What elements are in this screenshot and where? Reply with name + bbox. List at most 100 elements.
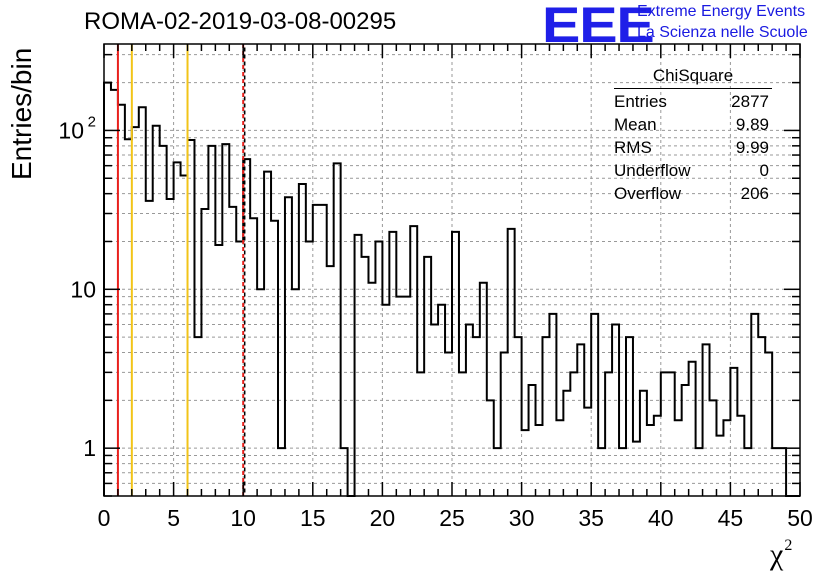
y-axis-label: Entries/bin: [6, 47, 37, 180]
stats-row-mean: Mean 9.89: [614, 113, 778, 136]
histogram-bin: [194, 337, 201, 496]
histogram-bin: [619, 448, 626, 496]
stats-value: 206: [740, 184, 769, 203]
histogram-bin: [236, 241, 243, 496]
x-axis-label: χ2: [770, 537, 792, 572]
histogram-bin: [626, 337, 633, 496]
histogram-bin: [188, 140, 195, 496]
histogram-bin: [160, 146, 167, 496]
histogram-bin: [556, 420, 563, 496]
histogram-bin: [633, 442, 640, 496]
stats-label: Underflow: [614, 161, 691, 180]
histogram-bin: [675, 420, 682, 496]
histogram-bin: [647, 425, 654, 496]
histogram-bin: [480, 283, 487, 496]
histogram-bin: [264, 172, 271, 496]
stats-label: RMS: [614, 138, 652, 157]
histogram-bin: [111, 90, 118, 496]
y-tick-label: 10: [58, 117, 84, 143]
histogram-bin: [765, 353, 772, 496]
histogram-bin: [215, 245, 222, 496]
histogram-bin: [118, 105, 125, 496]
y-tick-label: 10: [70, 276, 96, 302]
histogram-bin: [584, 408, 591, 496]
histogram-bin: [167, 199, 174, 496]
histogram-bin: [501, 353, 508, 496]
stats-label: Entries: [614, 92, 667, 111]
histogram-bin: [139, 107, 146, 496]
stats-row-entries: Entries 2877: [614, 90, 778, 113]
histogram-bin: [563, 391, 570, 496]
histogram-bin: [612, 325, 619, 496]
histogram-bin: [424, 257, 431, 496]
histogram-bin: [201, 209, 208, 496]
logo-line-1: Extreme Energy Events: [637, 3, 806, 20]
stats-label: Mean: [614, 115, 657, 134]
chart-title: ROMA-02-2019-03-08-00295: [84, 8, 397, 35]
histogram-bin: [313, 205, 320, 496]
histogram-bin: [716, 436, 723, 496]
x-tick-label: 15: [300, 505, 326, 531]
logo-line-2: La Scienza nelle Scuole: [637, 24, 808, 41]
histogram-bin: [181, 176, 188, 496]
axis-ticks: [103, 44, 801, 497]
stats-value: 2877: [731, 92, 769, 111]
eee-logo: EEE: [542, 0, 655, 53]
histogram-bin: [605, 372, 612, 496]
histogram-bin: [174, 162, 181, 496]
histogram-bin: [431, 325, 438, 496]
histogram-bin: [368, 283, 375, 496]
histogram-bin: [536, 425, 543, 496]
histogram-bin: [146, 201, 153, 496]
x-tick-label: 20: [370, 505, 396, 531]
histogram-series: [103, 81, 800, 497]
histogram-bin: [362, 257, 369, 496]
histogram-bin: [668, 372, 675, 496]
histogram-bin: [153, 126, 160, 496]
histogram-bin: [542, 337, 549, 496]
histogram-bin: [654, 416, 661, 496]
histogram-bin: [723, 420, 730, 496]
stats-value: 9.89: [735, 115, 769, 134]
histogram-step-line: [103, 81, 800, 497]
y-tick-label: 1: [83, 435, 96, 461]
histogram-bin: [396, 297, 403, 496]
x-tick-label: 50: [787, 505, 813, 531]
histogram-bin: [730, 368, 737, 496]
stats-row-underflow: Underflow 0: [614, 159, 778, 182]
histogram-bin: [779, 448, 786, 496]
histogram-bin: [487, 400, 494, 496]
histogram-bin: [696, 448, 703, 496]
histogram-bin: [257, 289, 264, 496]
histogram-bin: [640, 391, 647, 496]
histogram-bin: [445, 353, 452, 496]
histogram-bin: [473, 337, 480, 496]
histogram-bin: [577, 344, 584, 496]
histogram-bin: [549, 314, 556, 496]
histogram-bin: [403, 297, 410, 496]
histogram-bin: [452, 232, 459, 496]
x-axis-label-base: χ: [770, 538, 784, 571]
histogram-bin: [389, 232, 396, 496]
histogram-bin: [132, 127, 139, 496]
stats-value: 0: [759, 161, 769, 180]
x-tick-label: 35: [578, 505, 604, 531]
histogram-bin: [772, 448, 779, 496]
histogram-bin: [125, 139, 132, 496]
histogram-bin: [703, 344, 710, 496]
histogram-bin: [375, 241, 382, 496]
histogram-bin: [758, 337, 765, 496]
histogram-bin: [417, 372, 424, 496]
histogram-bin: [744, 448, 751, 496]
histogram-bin: [292, 289, 299, 496]
histogram-bin: [591, 314, 598, 496]
histogram-bin: [689, 362, 696, 496]
x-tick-label: 0: [98, 505, 111, 531]
histogram-bin: [306, 241, 313, 496]
histogram-bin: [466, 325, 473, 496]
stats-box: ChiSquare Entries 2877 Mean 9.89 RMS 9.99 U…: [614, 66, 778, 205]
x-tick-label: 40: [648, 505, 674, 531]
histogram-bin: [508, 229, 515, 496]
histogram-bin: [529, 385, 536, 496]
